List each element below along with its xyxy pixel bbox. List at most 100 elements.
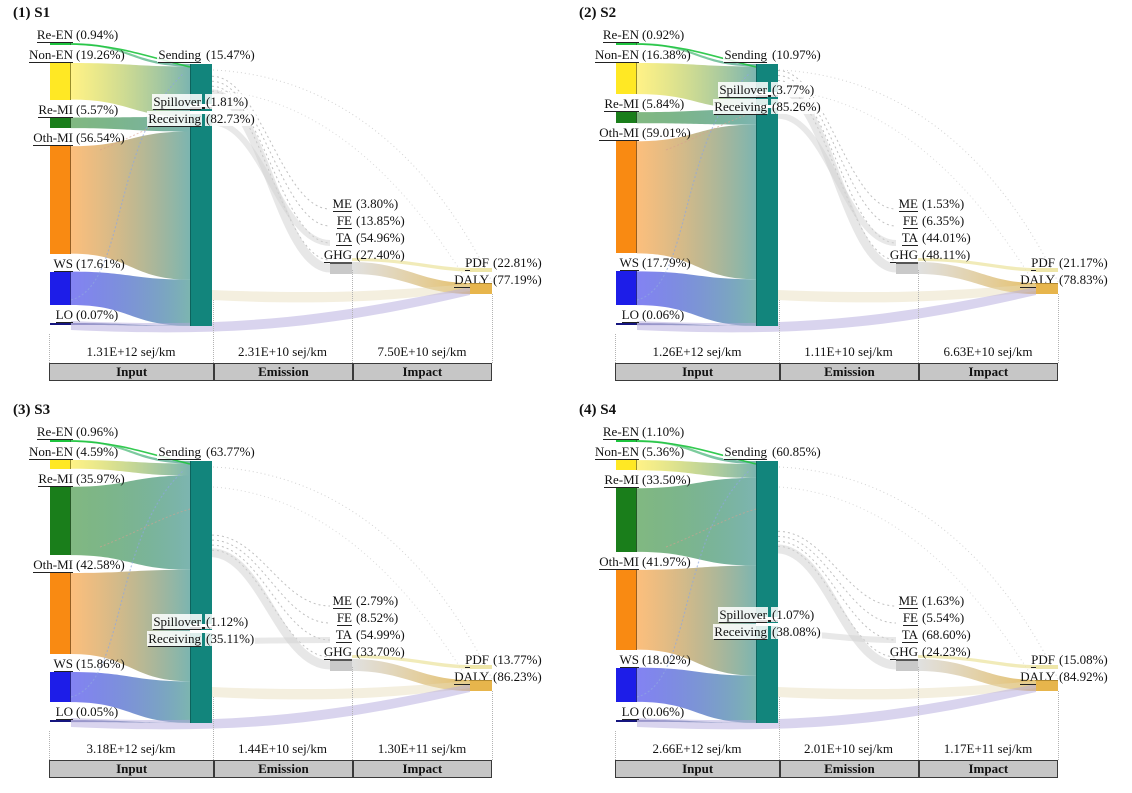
input-node-label: Non-EN bbox=[594, 444, 639, 461]
emission-node-label: FE bbox=[336, 213, 352, 229]
emission-node-name: TA bbox=[335, 627, 352, 643]
input-node-name: LO bbox=[55, 307, 73, 324]
emission-node-pct: (1.63%) bbox=[922, 593, 965, 608]
guide-line bbox=[492, 691, 493, 760]
emission-node-name: GHG bbox=[889, 644, 918, 660]
input-node-label: Re-MI bbox=[604, 472, 639, 489]
input-node-name: Non-EN bbox=[594, 444, 639, 461]
transfer-node-pct: (1.12%) bbox=[205, 614, 250, 630]
transfer-node-label: Spillover bbox=[718, 606, 768, 623]
input-node-label: Non-EN bbox=[28, 47, 73, 63]
guide-line bbox=[352, 270, 353, 363]
transfer-node-pct: (63.77%) bbox=[205, 444, 256, 459]
input-node-pct: (16.38%) bbox=[642, 47, 691, 62]
input-node-pct: (35.97%) bbox=[76, 470, 125, 486]
emission-node-pct: (54.96%) bbox=[356, 230, 405, 245]
input-node-label: Non-EN bbox=[594, 47, 639, 63]
stage-total: 2.31E+10 sej/km bbox=[238, 344, 327, 359]
transfer-node-pct: (60.85%) bbox=[771, 444, 822, 459]
emission-node-name: FE bbox=[902, 213, 918, 229]
stage-total: 1.31E+12 sej/km bbox=[86, 344, 176, 359]
transfer-node-label: Spillover bbox=[152, 93, 202, 110]
input-node-label: Non-EN bbox=[28, 444, 73, 460]
transfer-node-name: Receiving bbox=[148, 110, 201, 127]
footer-cell-emission: Emission bbox=[213, 761, 351, 777]
flow-to-ghg-band bbox=[777, 83, 897, 273]
transfer-node-name: Receiving bbox=[714, 99, 767, 116]
footer-cell-emission: Emission bbox=[213, 364, 351, 380]
transfer-node-bar bbox=[756, 625, 778, 723]
footer-cell-impact: Impact bbox=[917, 761, 1057, 777]
transfer-node-name: Sending bbox=[724, 444, 767, 460]
emission-node-pct: (2.79%) bbox=[356, 593, 399, 608]
footer-cell-impact: Impact bbox=[351, 364, 491, 380]
flow-transfer-to-emission bbox=[777, 545, 897, 658]
input-node-label: Oth-MI bbox=[599, 553, 639, 570]
transfer-node-bar bbox=[190, 114, 212, 327]
emission-node-label: TA bbox=[335, 230, 352, 246]
emission-node-bar bbox=[330, 262, 352, 274]
emission-node-pct: (24.23%) bbox=[922, 644, 971, 659]
emission-node-name: FE bbox=[336, 213, 352, 229]
emission-node-name: ME bbox=[332, 196, 352, 212]
transfer-node-label: Sending bbox=[723, 47, 768, 63]
input-node-label: LO bbox=[55, 307, 73, 324]
input-node-label: Re-MI bbox=[38, 470, 73, 487]
emission-node-pct: (68.60%) bbox=[922, 627, 971, 642]
input-node-pct: (5.57%) bbox=[76, 101, 119, 117]
input-node-pct: (17.61%) bbox=[76, 255, 125, 271]
stage-total: 1.26E+12 sej/km bbox=[652, 344, 742, 359]
transfer-node-name: Spillover bbox=[153, 614, 201, 631]
input-node-pct: (42.58%) bbox=[76, 557, 125, 573]
input-node-name: Re-MI bbox=[38, 101, 73, 118]
impact-node-pct: (84.92%) bbox=[1059, 669, 1108, 684]
input-node-label: LO bbox=[621, 703, 639, 720]
transfer-node-pct: (82.73%) bbox=[205, 110, 256, 126]
impact-node-label: PDF bbox=[1031, 652, 1055, 668]
input-node-name: Oth-MI bbox=[33, 557, 73, 574]
input-node-bar bbox=[50, 117, 71, 129]
input-node-pct: (19.26%) bbox=[76, 47, 125, 62]
guide-line bbox=[1058, 691, 1059, 760]
stage-total: 1.17E+11 sej/km bbox=[943, 741, 1033, 756]
flow-to-ta-band bbox=[211, 119, 331, 246]
transfer-node-name: Spillover bbox=[153, 93, 201, 110]
emission-node-name: TA bbox=[901, 230, 918, 246]
stage-total: 1.44E+10 sej/km bbox=[238, 741, 327, 756]
impact-node-pct: (22.81%) bbox=[493, 255, 542, 270]
impact-node-name: PDF bbox=[465, 652, 489, 668]
transfer-node-name: Spillover bbox=[719, 82, 767, 99]
impact-node-bar-daly bbox=[470, 283, 492, 294]
input-node-bar bbox=[50, 486, 71, 556]
stage-total: 1.11E+10 sej/km bbox=[804, 344, 893, 359]
flow-beige-band bbox=[778, 681, 1036, 700]
flow-beige-band bbox=[212, 284, 470, 303]
flow-dotted-pink bbox=[665, 508, 757, 548]
impact-node-bar-pdf bbox=[1036, 665, 1058, 669]
flow-ghg-to-daly bbox=[918, 262, 1036, 294]
transfer-node-pct: (35.11%) bbox=[205, 631, 256, 647]
panel-title: (3) S3 bbox=[13, 402, 51, 418]
input-node-name: Re-MI bbox=[38, 470, 73, 487]
input-node-pct: (15.86%) bbox=[76, 655, 125, 671]
emission-node-name: GHG bbox=[323, 247, 352, 263]
flow-transfer-to-emission bbox=[777, 530, 897, 607]
input-node-name: LO bbox=[55, 704, 73, 721]
flow-transfer-to-emission bbox=[211, 534, 331, 607]
stage-total: 2.66E+12 sej/km bbox=[652, 741, 742, 756]
guide-line bbox=[213, 697, 214, 760]
stage-footer: Input Emission Impact bbox=[49, 363, 492, 381]
sankey-panel-s2: (2) S2 Re-EN (0.92%) Non-EN (16.38%) Re-MI (5.… bbox=[566, 0, 1132, 396]
input-node-name: WS bbox=[53, 655, 73, 672]
guide-line bbox=[779, 697, 780, 760]
panel-title: (1) S1 bbox=[13, 5, 51, 21]
input-node-bar bbox=[50, 323, 71, 326]
stage-footer: Input Emission Impact bbox=[615, 760, 1058, 778]
flow-lavender-band bbox=[71, 287, 470, 333]
impact-node-name: PDF bbox=[1031, 652, 1055, 668]
input-node-name: Non-EN bbox=[28, 47, 73, 63]
footer-cell-impact: Impact bbox=[351, 761, 491, 777]
emission-node-pct: (13.85%) bbox=[356, 213, 405, 228]
emission-node-name: GHG bbox=[323, 644, 352, 660]
guide-line bbox=[213, 300, 214, 363]
